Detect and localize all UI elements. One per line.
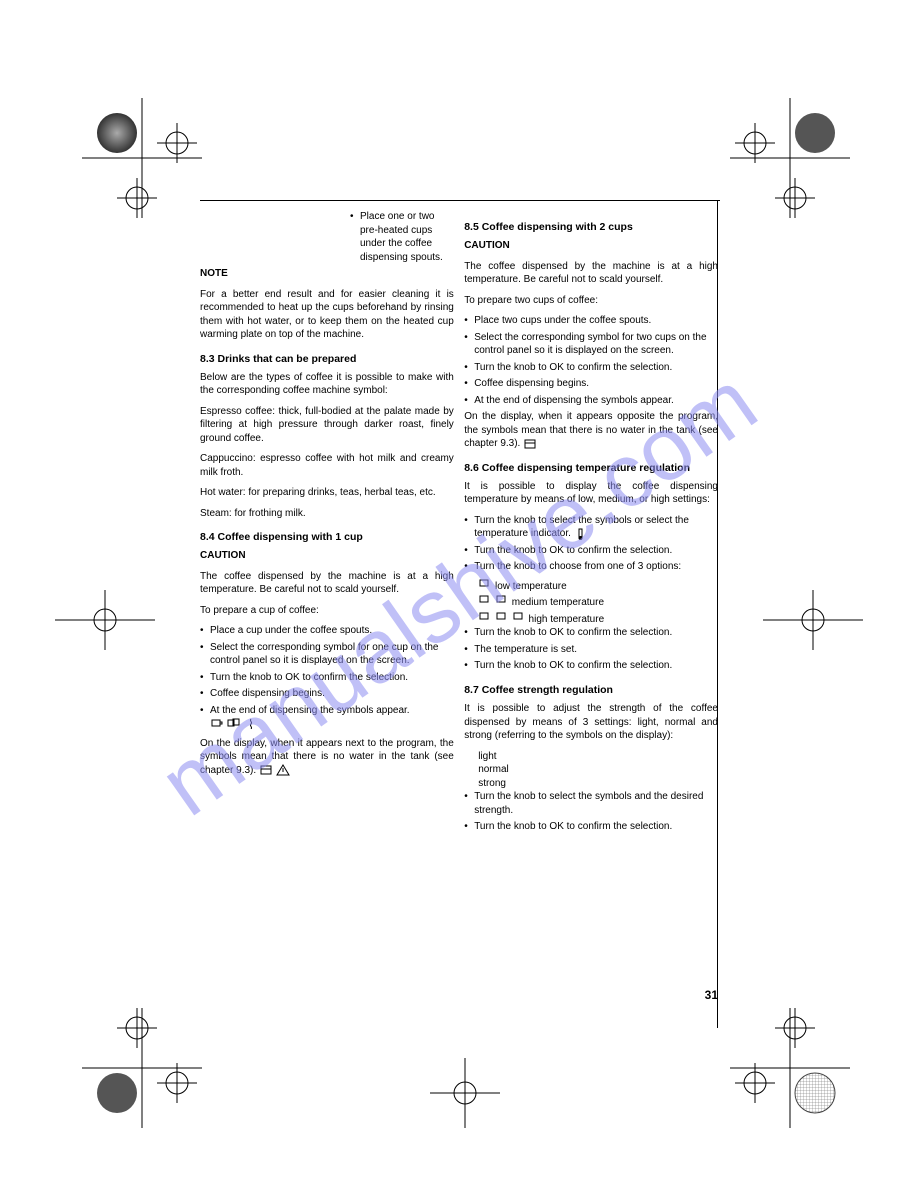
strength-intro: It is possible to adjust the strength of…	[464, 702, 718, 743]
temp-step: Turn the knob to OK to confirm the selec…	[464, 626, 718, 640]
d1-step: Coffee dispensing begins.	[200, 687, 454, 701]
caution2-body: The coffee dispensed by the machine is a…	[464, 260, 718, 287]
tank-icon	[523, 438, 537, 450]
strength-step: Turn the knob to OK to confirm the selec…	[464, 820, 718, 834]
warn-icon	[276, 764, 290, 776]
caution1-label: CAUTION	[200, 550, 246, 561]
tank-icon	[259, 764, 273, 776]
cup1-icon	[478, 610, 492, 622]
intro-bullet: Place one or two pre-heated cups under t…	[350, 210, 454, 264]
crop-bottom-center	[430, 1058, 500, 1128]
temp-low-row: low temperature	[478, 577, 718, 594]
crop-mid-right	[763, 590, 863, 650]
cup1-icon	[478, 577, 492, 589]
d2-step: Select the corresponding symbol for two …	[464, 331, 718, 358]
d2-tank-note: On the display, when it appears opposite…	[464, 410, 718, 451]
steam-icon	[244, 717, 258, 729]
d1-step: Select the corresponding symbol for one …	[200, 641, 454, 668]
note-label: NOTE	[200, 268, 228, 279]
heading-drinks: 8.3 Drinks that can be prepared	[200, 352, 454, 366]
d2-step: At the end of dispensing the symbols app…	[464, 394, 718, 408]
d1-step: Place a cup under the coffee spouts.	[200, 624, 454, 638]
strength-step: Turn the knob to select the symbols and …	[464, 790, 718, 817]
temp-intro: It is possible to display the coffee dis…	[464, 480, 718, 507]
temp-step: Turn the knob to OK to confirm the selec…	[464, 659, 718, 673]
d1-tank-note: On the display, when it appears next to …	[200, 737, 454, 778]
caution2-label: CAUTION	[464, 240, 510, 251]
heading-temp: 8.6 Coffee dispensing temperature regula…	[464, 461, 718, 475]
crop-mid-left	[55, 590, 155, 650]
d2-step: Place two cups under the coffee spouts.	[464, 314, 718, 328]
page-number: 31	[705, 987, 718, 1003]
left-column: Place one or two pre-heated cups under t…	[200, 210, 454, 784]
d1-step: Turn the knob to OK to confirm the selec…	[200, 671, 454, 685]
cup2-icon	[227, 717, 241, 729]
heading-strength: 8.7 Coffee strength regulation	[464, 683, 718, 697]
crop-top-right	[710, 98, 850, 238]
strength-normal: normal	[478, 763, 718, 777]
temp-step: Turn the knob to select the symbols or s…	[464, 514, 718, 541]
dispense1-lead: To prepare a cup of coffee:	[200, 604, 454, 618]
temp-step: Turn the knob to choose from one of 3 op…	[464, 560, 718, 574]
d2-step: Turn the knob to OK to confirm the selec…	[464, 361, 718, 375]
right-column: 8.5 Coffee dispensing with 2 cups CAUTIO…	[464, 210, 718, 837]
heading-dispense2: 8.5 Coffee dispensing with 2 cups	[464, 220, 718, 234]
temp-step: The temperature is set.	[464, 643, 718, 657]
cup1-icon	[512, 610, 526, 622]
drink-cappuccino: Cappuccino: espresso coffee with hot mil…	[200, 452, 454, 479]
cup1-icon	[495, 593, 509, 605]
drink-steam: Steam: for frothing milk.	[200, 507, 454, 521]
caution1-body: The coffee dispensed by the machine is a…	[200, 570, 454, 597]
frame-top	[200, 200, 720, 201]
d1-step: At the end of dispensing the symbols app…	[200, 704, 454, 734]
heading-dispense1: 8.4 Coffee dispensing with 1 cup	[200, 530, 454, 544]
cup1-icon	[495, 610, 509, 622]
temp-med-row: medium temperature	[478, 593, 718, 610]
temp-high-row: high temperature	[478, 610, 718, 627]
cup1-icon	[478, 593, 492, 605]
drink-hotwater: Hot water: for preparing drinks, teas, h…	[200, 486, 454, 500]
d2-step: Coffee dispensing begins.	[464, 377, 718, 391]
dispense2-intro: To prepare two cups of coffee:	[464, 294, 718, 308]
page-body: Place one or two pre-heated cups under t…	[200, 210, 718, 958]
strength-light: light	[478, 750, 718, 764]
cup1-icon	[210, 717, 224, 729]
temp-step: Turn the knob to OK to confirm the selec…	[464, 544, 718, 558]
drink-espresso: Espresso coffee: thick, full-bodied at t…	[200, 405, 454, 446]
note-body: For a better end result and for easier c…	[200, 288, 454, 342]
strength-strong: strong	[478, 777, 718, 791]
thermo-icon	[574, 528, 588, 540]
crop-bottom-left	[82, 988, 222, 1128]
crop-bottom-right	[710, 988, 850, 1128]
drinks-intro: Below are the types of coffee it is poss…	[200, 371, 454, 398]
